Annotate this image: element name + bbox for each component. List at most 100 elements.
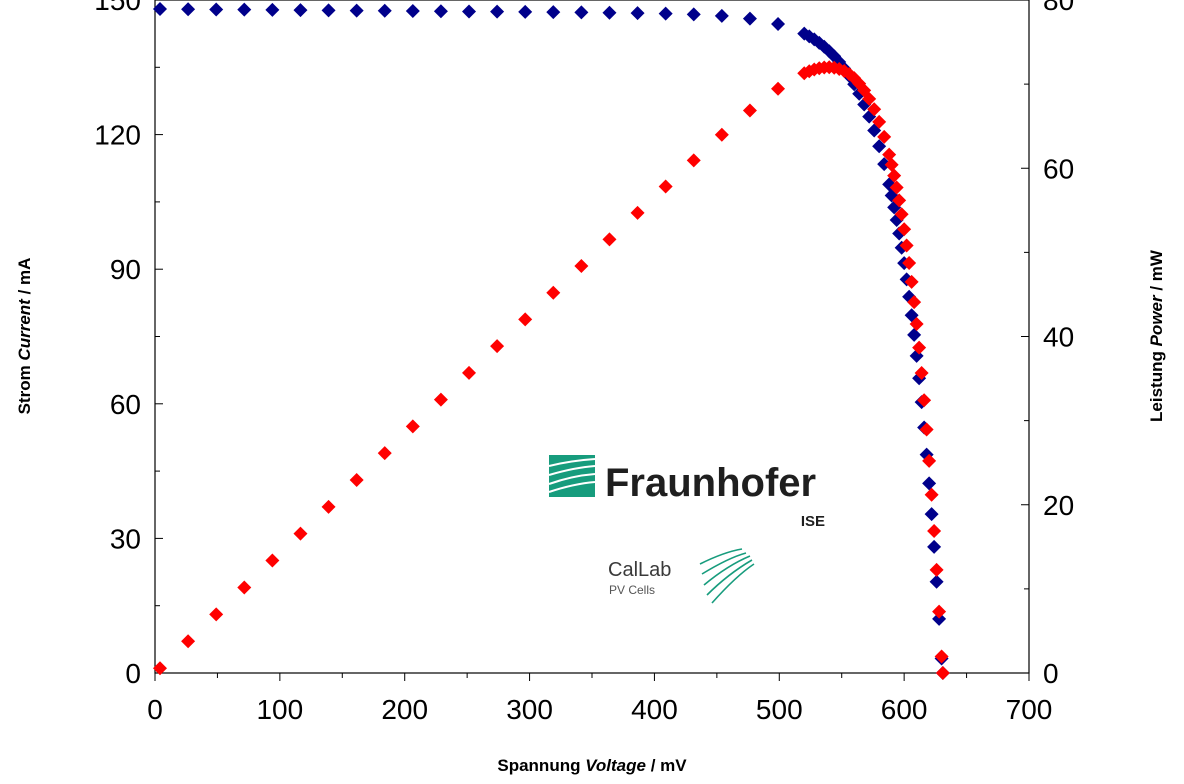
power-point (929, 562, 944, 577)
power-point (602, 232, 617, 247)
current-point (714, 8, 729, 23)
current-point (932, 611, 947, 626)
y-right-tick-label: 20 (1043, 490, 1074, 521)
power-point (907, 295, 922, 310)
power-point (405, 419, 420, 434)
power-point (917, 393, 932, 408)
power-point (490, 339, 505, 354)
y-left-tick-label: 120 (94, 120, 141, 151)
plot-area (154, 0, 1030, 674)
y-left-tick-label: 30 (110, 523, 141, 554)
current-point (872, 139, 887, 154)
current-point (546, 5, 561, 20)
y-right-tick-label: 60 (1043, 153, 1074, 184)
x-axis-title: Spannung Voltage / mV (497, 756, 687, 775)
power-point (872, 114, 887, 129)
current-point (405, 4, 420, 19)
current-point (462, 4, 477, 19)
current-point (293, 3, 308, 18)
y-left-tick-label: 90 (110, 254, 141, 285)
y-right-tick-label: 80 (1043, 0, 1074, 16)
callab-swoosh-icon (699, 548, 755, 604)
power-point (714, 127, 729, 142)
current-point (927, 539, 942, 554)
current-point (574, 5, 589, 20)
callab-logo: CalLab PV Cells (608, 548, 755, 604)
power-point (433, 392, 448, 407)
power-point (181, 634, 196, 649)
current-point (237, 2, 252, 17)
current-point (630, 6, 645, 21)
current-point (265, 2, 280, 17)
callab-subtitle: PV Cells (609, 583, 655, 597)
power-point (867, 102, 882, 117)
y-left-axis-title: Strom Current / mA (15, 258, 34, 415)
y-right-tick-label: 40 (1043, 322, 1074, 353)
current-point (742, 11, 757, 26)
power-point (927, 523, 942, 538)
y-left-tick-label: 60 (110, 389, 141, 420)
power-point (904, 274, 919, 289)
power-point (152, 661, 167, 676)
power-point (265, 553, 280, 568)
current-point (907, 327, 922, 342)
power-point (293, 526, 308, 541)
y-right-axis-title: Leistung Power / mW (1147, 249, 1166, 422)
power-point (321, 499, 336, 514)
power-point (237, 580, 252, 595)
current-point (686, 7, 701, 22)
fraunhofer-brand-text: Fraunhofer (605, 461, 816, 505)
current-point (377, 3, 392, 18)
power-point (935, 666, 950, 680)
power-point (771, 81, 786, 96)
current-point (922, 476, 937, 491)
fraunhofer-ise-text: ISE (801, 513, 825, 530)
power-point (892, 193, 907, 208)
power-point (877, 129, 892, 144)
power-point (924, 487, 939, 502)
power-point (377, 446, 392, 461)
power-point (912, 340, 927, 355)
y-right-axis-ticks: 0 20 40 60 80 (1021, 0, 1074, 689)
power-point (462, 365, 477, 380)
y-left-tick-label: 150 (94, 0, 141, 16)
x-tick-label: 500 (756, 694, 803, 725)
power-point (902, 256, 917, 271)
power-point (899, 238, 914, 253)
x-tick-label: 100 (256, 694, 303, 725)
current-point (771, 16, 786, 31)
power-point (932, 604, 947, 619)
current-point (924, 507, 939, 522)
power-point (914, 365, 929, 380)
x-tick-label: 600 (881, 694, 928, 725)
callab-title: CalLab (608, 559, 671, 581)
current-point (490, 4, 505, 19)
current-point (433, 4, 448, 19)
power-point (909, 317, 924, 332)
fraunhofer-logo: Fraunhofer ISE (548, 455, 825, 530)
power-point (887, 168, 902, 183)
y-left-axis-ticks: 0 30 60 90 120 150 (94, 0, 163, 689)
power-point (349, 472, 364, 487)
power-point (894, 207, 909, 222)
power-point (889, 180, 904, 195)
x-tick-label: 400 (631, 694, 678, 725)
power-point (630, 205, 645, 220)
power-point (574, 259, 589, 274)
current-point (349, 3, 364, 18)
y-left-tick-label: 0 (125, 658, 141, 689)
power-point (686, 153, 701, 168)
current-point (518, 4, 533, 19)
series-current (152, 2, 950, 680)
power-point (884, 157, 899, 172)
x-tick-label: 700 (1006, 694, 1053, 725)
power-point (934, 649, 949, 664)
x-tick-label: 300 (506, 694, 553, 725)
power-point (209, 607, 224, 622)
x-tick-label: 200 (381, 694, 428, 725)
current-point (929, 574, 944, 589)
power-point (897, 222, 912, 237)
power-point (742, 103, 757, 118)
x-axis-ticks: 0 100 200 300 400 500 600 700 (147, 673, 1052, 725)
